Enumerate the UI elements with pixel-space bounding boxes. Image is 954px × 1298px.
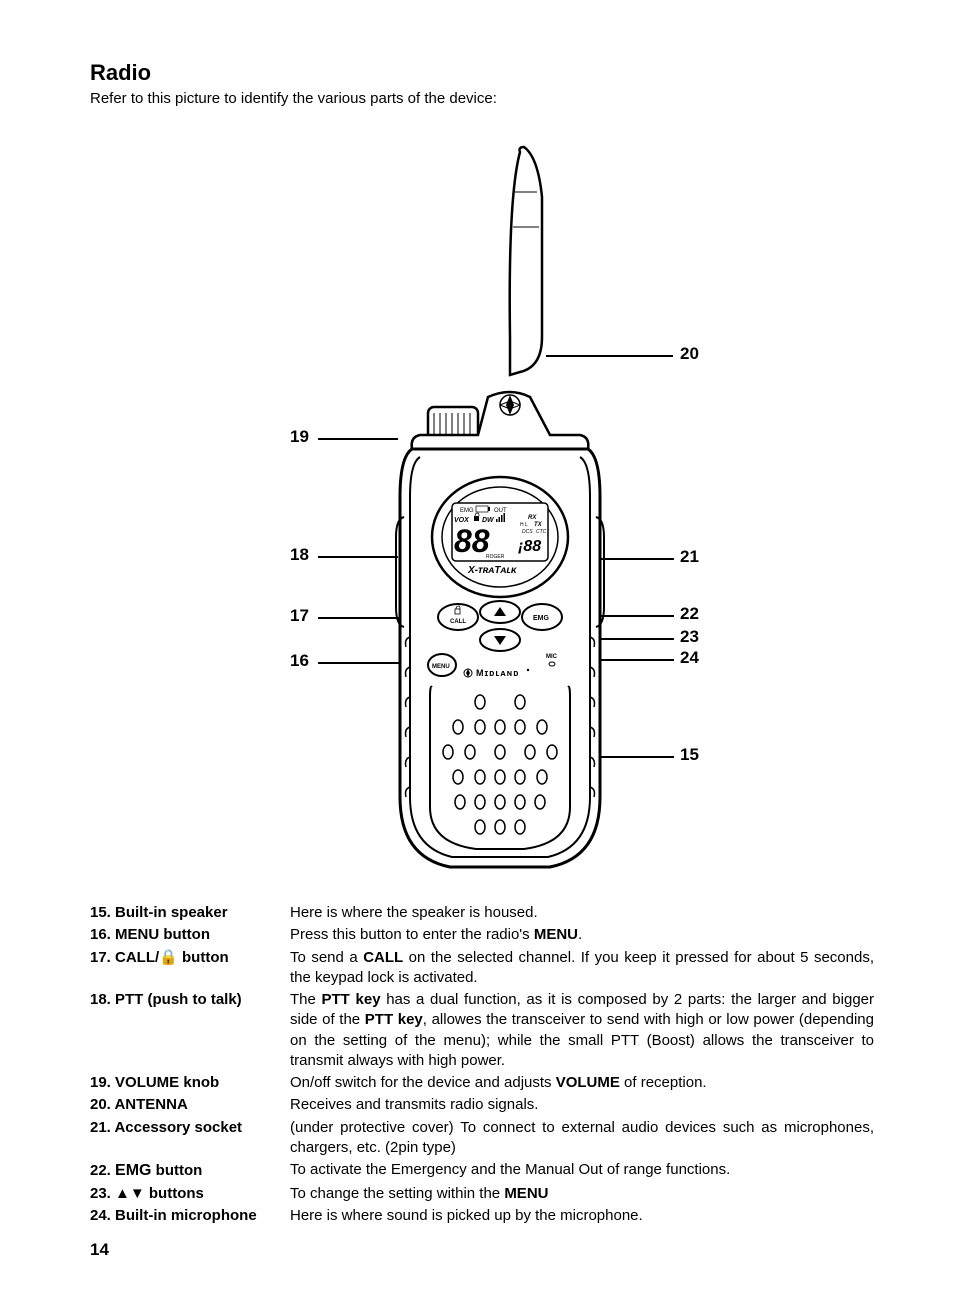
leader-19 (318, 438, 398, 440)
definition-row: 16. MENU buttonPress this button to ente… (90, 925, 874, 945)
callout-21: 21 (680, 547, 699, 567)
radio-diagram: 19 18 17 16 20 21 22 23 24 15 (90, 127, 874, 887)
leader-21 (600, 558, 674, 560)
mic-label: MIC (546, 654, 558, 660)
lcd-hl: H L (520, 522, 528, 528)
definition-desc: To send a CALL on the selected channel. … (290, 948, 874, 989)
manual-page: Radio Refer to this picture to identify … (0, 0, 954, 1298)
definition-term: 24. Built-in microphone (90, 1206, 290, 1226)
btn-call-label: CALL (450, 619, 466, 625)
callout-23: 23 (680, 627, 699, 647)
definition-term: 22. EMG button (90, 1160, 290, 1182)
lcd-ctc: CTC (536, 529, 547, 535)
lcd-subdigits: ¡88 (518, 538, 541, 555)
definition-term: 23. ▲▼ buttons (90, 1184, 290, 1204)
definition-desc: (under protective cover) To connect to e… (290, 1118, 874, 1159)
lcd-out: OUT (494, 508, 507, 514)
definition-row: 17. CALL/🔒 buttonTo send a CALL on the s… (90, 948, 874, 989)
definition-desc: To activate the Emergency and the Manual… (290, 1160, 874, 1182)
definition-term: 15. Built-in speaker (90, 903, 290, 923)
btn-menu-label: MENU (432, 664, 450, 670)
definition-row: 22. EMG buttonTo activate the Emergency … (90, 1160, 874, 1182)
callout-16: 16 (290, 651, 309, 671)
lcd-digits: 88 (454, 523, 490, 559)
definition-desc: The PTT key has a dual function, as it i… (290, 990, 874, 1071)
callout-15: 15 (680, 745, 699, 765)
btn-emg-label: EMG (533, 615, 550, 622)
brand-label: Mɪᴅʟᴀɴᴅ (476, 668, 519, 678)
definitions-list: 15. Built-in speakerHere is where the sp… (90, 903, 874, 1226)
definition-row: 18. PTT (push to talk)The PTT key has a … (90, 990, 874, 1071)
callout-19: 19 (290, 427, 309, 447)
callout-17: 17 (290, 606, 309, 626)
definition-row: 15. Built-in speakerHere is where the sp… (90, 903, 874, 923)
lcd-tx: TX (534, 522, 543, 528)
lcd-dcs: DCS (522, 529, 533, 535)
page-title: Radio (90, 60, 874, 86)
definition-desc: Press this button to enter the radio's M… (290, 925, 874, 945)
definition-desc: Here is where sound is picked up by the … (290, 1206, 874, 1226)
leader-18 (318, 556, 398, 558)
definition-desc: To change the setting within the MENU (290, 1184, 874, 1204)
callout-24: 24 (680, 648, 699, 668)
lcd-emg: EMG (460, 508, 474, 514)
definition-term: 21. Accessory socket (90, 1118, 290, 1159)
callout-20: 20 (680, 344, 699, 364)
definition-row: 21. Accessory socket(under protective co… (90, 1118, 874, 1159)
definition-term: 16. MENU button (90, 925, 290, 945)
definition-term: 18. PTT (push to talk) (90, 990, 290, 1071)
definition-desc: Here is where the speaker is housed. (290, 903, 874, 923)
definition-term: 20. ANTENNA (90, 1095, 290, 1115)
definition-term: 17. CALL/🔒 button (90, 948, 290, 989)
definition-row: 20. ANTENNAReceives and transmits radio … (90, 1095, 874, 1115)
page-subtitle: Refer to this picture to identify the va… (90, 90, 874, 107)
lcd-rx: RX (528, 515, 537, 521)
lcd-roger: ROGER (486, 554, 505, 560)
definition-row: 19. VOLUME knobOn/off switch for the dev… (90, 1073, 874, 1093)
lcd-brand: X-ᴛʀᴀTᴀʟᴋ (467, 565, 518, 576)
callout-18: 18 (290, 545, 309, 565)
callout-22: 22 (680, 604, 699, 624)
definition-term: 19. VOLUME knob (90, 1073, 290, 1093)
definition-row: 24. Built-in microphoneHere is where sou… (90, 1206, 874, 1226)
definition-desc: On/off switch for the device and adjusts… (290, 1073, 874, 1093)
definition-row: 23. ▲▼ buttonsTo change the setting with… (90, 1184, 874, 1204)
definition-desc: Receives and transmits radio signals. (290, 1095, 874, 1115)
page-number: 14 (90, 1240, 874, 1260)
radio-illustration: EMG OUT VOX DW RX H L TX DCS CTC 88 ¡88 … (390, 137, 610, 877)
